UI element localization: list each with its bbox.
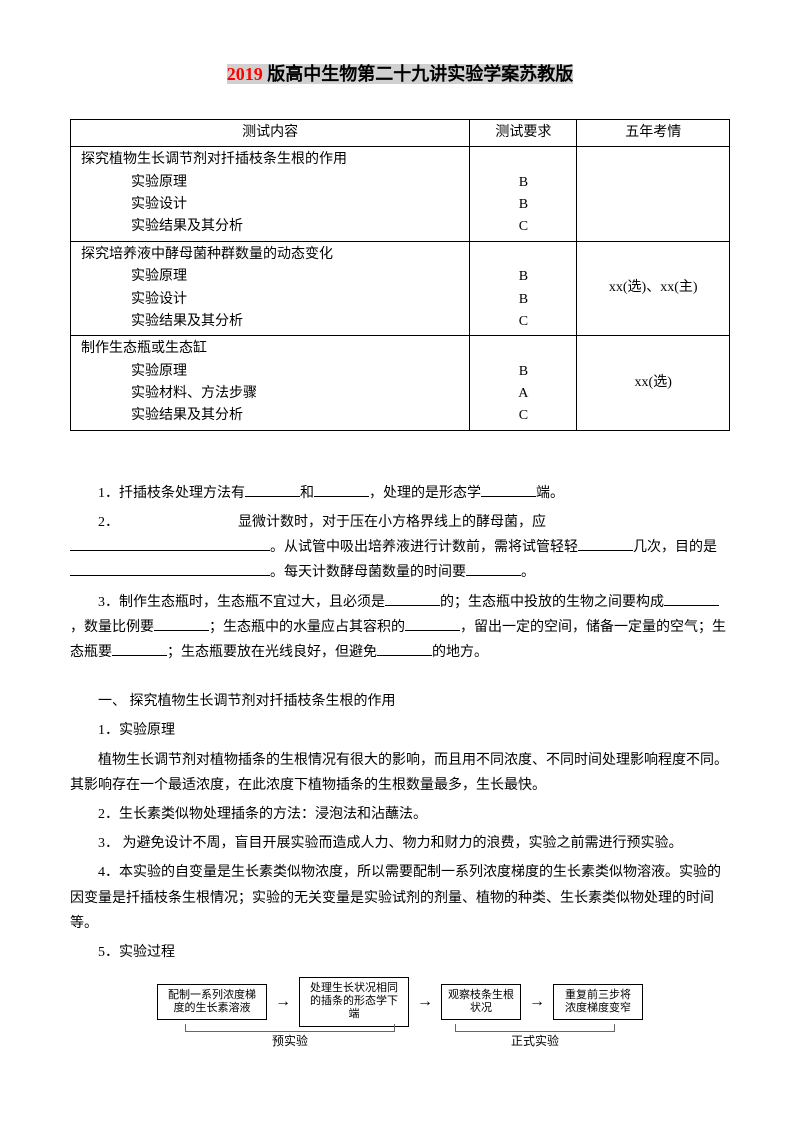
req-value: A <box>480 383 566 405</box>
requirement-cell: B B C <box>470 241 577 336</box>
q-text: 制作生态瓶时，生态瓶不宜过大，且必须是 <box>119 595 385 610</box>
sub-item: 实验原理 <box>81 361 459 383</box>
arrow-icon: → <box>275 989 291 1015</box>
title-text: 版高中生物第二十九讲实验学案苏教版 <box>263 64 574 84</box>
sub-item: 实验设计 <box>81 194 459 216</box>
section-main: 制作生态瓶或生态缸 实验原理 实验材料、方法步骤 实验结果及其分析 <box>71 336 470 431</box>
item-3: 3． 为避免设计不周，盲目开展实验而造成人力、物力和财力的浪费，实验之前需进行预… <box>70 831 730 856</box>
q-text: 的；生态瓶中投放的生物之间要构成 <box>440 595 664 610</box>
flow-box-1: 配制一系列浓度梯度的生长素溶液 <box>157 984 267 1020</box>
req-value: B <box>480 289 566 311</box>
title-year: 2019 <box>227 64 263 84</box>
blank <box>70 537 270 551</box>
section-title: 探究植物生长调节剂对扦插枝条生根的作用 <box>81 149 459 171</box>
process-flowchart: 配制一系列浓度梯度的生长素溶液 → 处理生长状况相同的插条的形态学下端 → 观察… <box>70 977 730 1027</box>
section-title: 探究培养液中酵母菌种群数量的动态变化 <box>81 244 459 266</box>
req-value: B <box>480 172 566 194</box>
blank <box>112 642 167 656</box>
q-num: 3． <box>98 595 119 610</box>
q-num: 1． <box>98 486 119 501</box>
blank <box>578 537 633 551</box>
sub-item: 实验原理 <box>81 172 459 194</box>
item-1-label: 1．实验原理 <box>70 718 730 743</box>
q-text: 。每天计数酵母菌数量的时间要 <box>270 565 466 580</box>
q-text: 显微计数时，对于压在小方格界线上的酵母菌，应 <box>238 515 546 530</box>
section-1-title: 一、 探究植物生长调节剂对扦插枝条生根的作用 <box>70 689 730 714</box>
blank <box>70 562 270 576</box>
q-text: 和 <box>300 486 314 501</box>
blank <box>664 592 719 606</box>
col-header-content: 测试内容 <box>71 119 470 146</box>
table-row: 探究植物生长调节剂对扦插枝条生根的作用 实验原理 实验设计 实验结果及其分析 B… <box>71 147 730 242</box>
q-text: 。从试管中吸出培养液进行计数前，需将试管轻轻 <box>270 540 578 555</box>
syllabus-table: 测试内容 测试要求 五年考情 探究植物生长调节剂对扦插枝条生根的作用 实验原理 … <box>70 119 730 431</box>
q-num: 2． <box>98 515 112 530</box>
table-row: 制作生态瓶或生态缸 实验原理 实验材料、方法步骤 实验结果及其分析 B A C … <box>71 336 730 431</box>
item-5-label: 5．实验过程 <box>70 940 730 965</box>
requirement-cell: B A C <box>470 336 577 431</box>
sub-item: 实验结果及其分析 <box>81 405 459 427</box>
req-value: B <box>480 266 566 288</box>
blank <box>466 562 521 576</box>
col-header-requirement: 测试要求 <box>470 119 577 146</box>
q-text: 。 <box>521 565 535 580</box>
req-value: C <box>480 405 566 427</box>
sub-item: 实验结果及其分析 <box>81 216 459 238</box>
q-text: ，处理的是形态学 <box>369 486 481 501</box>
exam-cell: xx(选) <box>577 336 730 431</box>
blank <box>405 617 460 631</box>
req-value: C <box>480 311 566 333</box>
q-text: 的地方。 <box>432 645 488 660</box>
sub-item: 实验材料、方法步骤 <box>81 383 459 405</box>
exam-cell <box>577 147 730 242</box>
item-4: 4．本实验的自变量是生长素类似物浓度，所以需要配制一系列浓度梯度的生长素类似物溶… <box>70 860 730 936</box>
blank <box>385 592 440 606</box>
req-value: B <box>480 194 566 216</box>
flow-box-3: 观察枝条生根状况 <box>441 984 521 1020</box>
blank <box>314 483 369 497</box>
flow-box-4: 重复前三步将浓度梯度变窄 <box>553 984 643 1020</box>
blank <box>481 483 536 497</box>
section-main: 探究植物生长调节剂对扦插枝条生根的作用 实验原理 实验设计 实验结果及其分析 <box>71 147 470 242</box>
flow-box-2: 处理生长状况相同的插条的形态学下端 <box>299 977 409 1027</box>
arrow-icon: → <box>417 989 433 1015</box>
question-1: 1．扦插枝条处理方法有 和 ，处理的是形态学 端。 <box>70 481 730 506</box>
requirement-cell: B B C <box>470 147 577 242</box>
q-text: 几次，目的是 <box>633 540 717 555</box>
q-text: ，数量比例要 <box>70 620 154 635</box>
sub-item: 实验原理 <box>81 266 459 288</box>
req-value: C <box>480 216 566 238</box>
table-row: 探究培养液中酵母菌种群数量的动态变化 实验原理 实验设计 实验结果及其分析 B … <box>71 241 730 336</box>
blank <box>154 617 209 631</box>
section-title: 制作生态瓶或生态缸 <box>81 338 459 360</box>
section-main: 探究培养液中酵母菌种群数量的动态变化 实验原理 实验设计 实验结果及其分析 <box>71 241 470 336</box>
blank <box>377 642 432 656</box>
page-title: 2019 版高中生物第二十九讲实验学案苏教版 <box>70 60 730 89</box>
req-value: B <box>480 361 566 383</box>
flow-label-2: 正式实验 <box>435 1032 635 1051</box>
question-2: 2． 显微计数时，对于压在小方格界线上的酵母菌，应。从试管中吸出培养液进行计数前… <box>70 510 730 586</box>
item-1-text: 植物生长调节剂对植物插条的生根情况有很大的影响，而且用不同浓度、不同时间处理影响… <box>70 748 730 798</box>
arrow-icon: → <box>529 989 545 1015</box>
flow-brackets: 预实验 正式实验 <box>70 1031 730 1051</box>
blank <box>245 483 300 497</box>
item-2: 2．生长素类似物处理插条的方法：浸泡法和沾蘸法。 <box>70 802 730 827</box>
sub-item: 实验结果及其分析 <box>81 311 459 333</box>
q-text: ；生态瓶中的水量应占其容积的 <box>209 620 405 635</box>
flow-label-1: 预实验 <box>165 1032 415 1051</box>
q-text: 端。 <box>536 486 564 501</box>
exam-cell: xx(选)、xx(主) <box>577 241 730 336</box>
q-text: 扦插枝条处理方法有 <box>119 486 245 501</box>
sub-item: 实验设计 <box>81 289 459 311</box>
col-header-exam: 五年考情 <box>577 119 730 146</box>
q-text: ；生态瓶要放在光线良好，但避免 <box>167 645 377 660</box>
question-3: 3．制作生态瓶时，生态瓶不宜过大，且必须是 的；生态瓶中投放的生物之间要构成 ，数量… <box>70 590 730 666</box>
table-header-row: 测试内容 测试要求 五年考情 <box>71 119 730 146</box>
